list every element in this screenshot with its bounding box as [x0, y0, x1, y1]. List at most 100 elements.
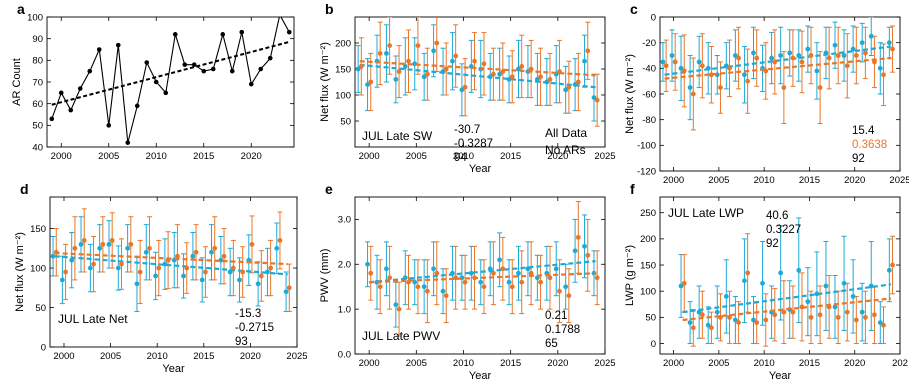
- data-point: [249, 241, 255, 247]
- data-point: [736, 320, 741, 325]
- data-point: [844, 309, 850, 315]
- data-point: [538, 74, 543, 80]
- data-point: [754, 320, 760, 325]
- data-point: [72, 245, 78, 251]
- y-tick-label: 250: [640, 208, 656, 219]
- data-point: [255, 281, 261, 287]
- data-point: [199, 277, 205, 283]
- data-point: [481, 61, 487, 67]
- y-axis-label: PWV (mm): [319, 249, 331, 303]
- data-point: [516, 270, 521, 276]
- data-point: [434, 40, 440, 46]
- x-tick-label: 2015: [799, 358, 820, 369]
- x-tick-label: 2020: [241, 151, 262, 162]
- data-point: [377, 284, 383, 290]
- y-tick-label: 0: [651, 339, 656, 350]
- data-point: [421, 284, 427, 290]
- x-axis-label: Year: [469, 163, 492, 175]
- x-tick-label: 202: [892, 358, 908, 369]
- data-point: [862, 314, 868, 320]
- data-point: [787, 50, 793, 56]
- data-point: [772, 59, 778, 65]
- data-point: [443, 66, 449, 72]
- x-tick-label: 2000: [359, 151, 380, 162]
- data-point: [128, 241, 134, 247]
- data-point: [68, 107, 74, 113]
- data-point: [832, 42, 838, 48]
- data-point: [732, 53, 738, 58]
- data-point: [163, 90, 169, 96]
- data-point: [835, 314, 841, 320]
- data-point: [796, 53, 802, 58]
- data-point: [96, 47, 102, 52]
- data-point: [781, 309, 787, 315]
- stat-value: 93: [235, 336, 248, 348]
- data-point: [490, 270, 496, 276]
- data-point: [440, 288, 446, 294]
- data-point: [462, 84, 468, 90]
- data-point: [402, 64, 408, 69]
- x-tick-label: 2010: [147, 351, 168, 362]
- y-axis-label: LWP (g m⁻²): [624, 245, 636, 306]
- trend-line: [664, 56, 892, 80]
- panel-b: b 2000 2005 2010 2015 2020 2025 50 100 150 200 Year…: [319, 1, 616, 175]
- y-tick-label: 2.0: [338, 260, 351, 271]
- x-tick-label: 2005: [708, 175, 729, 186]
- data-point: [814, 68, 820, 74]
- data-point: [591, 95, 597, 100]
- data-point: [572, 248, 578, 254]
- data-point: [745, 270, 751, 276]
- y-tick-label: 150: [30, 224, 46, 235]
- x-tick-label: 2025: [594, 151, 615, 162]
- data-point: [881, 72, 886, 78]
- y-tick-label: 1.0: [338, 304, 351, 315]
- stat-value: 65: [545, 338, 558, 350]
- data-point: [106, 241, 112, 247]
- data-point: [678, 65, 684, 71]
- data-point: [886, 267, 892, 273]
- stat-value: 15.4: [852, 125, 875, 137]
- data-point: [582, 58, 587, 64]
- data-point: [723, 294, 729, 299]
- data-point: [50, 253, 56, 259]
- data-point: [237, 277, 242, 283]
- data-point: [528, 66, 534, 72]
- data-point: [365, 261, 370, 267]
- trend-line: [54, 255, 288, 276]
- data-point: [443, 293, 449, 299]
- data-point: [497, 257, 503, 263]
- x-tick-label: 2010: [453, 358, 474, 369]
- data-point: [890, 46, 895, 52]
- x-tick-label: 2005: [98, 151, 119, 162]
- data-point: [778, 270, 784, 276]
- data-point: [500, 266, 506, 272]
- data-point: [97, 245, 103, 251]
- stat-value: 0.21: [545, 310, 567, 322]
- data-point: [672, 59, 678, 65]
- plot-area: [365, 200, 600, 337]
- data-point: [519, 64, 525, 69]
- stat-value: -30.7: [454, 124, 480, 136]
- x-tick-label: 2000: [53, 351, 74, 362]
- x-tick-label: 2000: [663, 175, 684, 186]
- data-point: [742, 72, 747, 78]
- data-point: [859, 309, 865, 315]
- data-point: [781, 85, 787, 90]
- x-tick-label: 2010: [754, 175, 775, 186]
- stat-value: -0.3287: [454, 138, 493, 150]
- data-point: [153, 79, 159, 85]
- data-point: [278, 17, 281, 18]
- stat-value: 94: [454, 152, 467, 164]
- data-point: [415, 43, 421, 48]
- data-point: [594, 97, 600, 103]
- data-point: [519, 279, 525, 285]
- data-point: [736, 55, 741, 61]
- x-tick-label: 2025: [594, 358, 615, 369]
- data-point: [358, 64, 364, 69]
- data-point: [182, 62, 188, 67]
- data-point: [267, 55, 273, 61]
- data-point: [690, 91, 696, 97]
- data-point: [751, 317, 756, 323]
- data-point: [718, 85, 723, 90]
